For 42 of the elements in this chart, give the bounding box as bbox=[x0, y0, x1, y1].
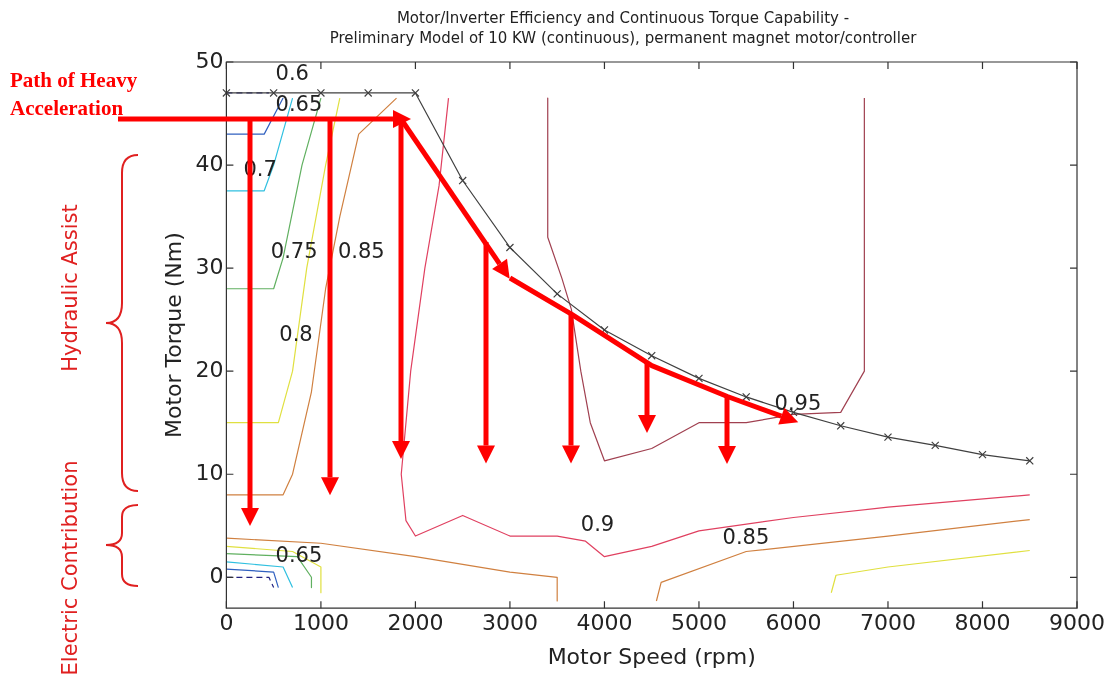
annotation: 0.85 bbox=[722, 524, 770, 549]
point bbox=[742, 392, 751, 402]
y-tick-label: 50 bbox=[195, 47, 224, 73]
x-tick-label: 3000 bbox=[481, 610, 538, 636]
y-axis-title: Motor Torque (Nm) bbox=[160, 232, 186, 439]
x-tick-label: 2000 bbox=[387, 610, 444, 636]
point bbox=[931, 441, 940, 450]
point bbox=[883, 432, 893, 442]
text: Electric Contribution bbox=[58, 460, 82, 675]
x-tick-label: 5000 bbox=[670, 610, 727, 636]
point bbox=[1025, 456, 1034, 465]
point bbox=[411, 88, 420, 98]
x-tick-label: 9000 bbox=[1049, 610, 1106, 636]
point bbox=[364, 88, 373, 98]
x-tick-label: 6000 bbox=[765, 610, 822, 636]
point bbox=[647, 351, 656, 360]
y-tick-label: 10 bbox=[195, 459, 224, 485]
point bbox=[222, 88, 231, 98]
annotation: 0.85 bbox=[337, 239, 385, 264]
text: Path of Heavy Acceleration bbox=[10, 68, 138, 120]
point bbox=[694, 374, 704, 383]
point bbox=[505, 243, 515, 252]
annotation: 0.95 bbox=[774, 390, 822, 415]
x-tick-label: 1000 bbox=[292, 610, 349, 636]
x-tick-label: 7000 bbox=[859, 610, 916, 636]
y-tick-label: 0 bbox=[209, 563, 224, 588]
text: Hydraulic Assist bbox=[58, 204, 82, 372]
point bbox=[978, 450, 987, 459]
y-tick-label: 20 bbox=[195, 356, 224, 382]
x-tick-label: 4000 bbox=[576, 610, 633, 636]
point bbox=[553, 289, 562, 299]
annotation: 0.9 bbox=[580, 512, 615, 537]
x-axis-title: Motor Speed (rpm) bbox=[547, 643, 756, 669]
chart-subtitle: Preliminary Model of 10 KW (continuous), permanent magnet motor/controller bbox=[329, 28, 918, 47]
chart-title: Motor/Inverter Efficiency and Continuous Torque Capability - bbox=[396, 8, 850, 27]
y-tick-label: 40 bbox=[195, 150, 224, 176]
point bbox=[836, 421, 845, 430]
x-tick-label: 8000 bbox=[954, 610, 1011, 636]
annotation: 0.6 bbox=[275, 60, 309, 85]
point bbox=[269, 88, 278, 98]
point bbox=[458, 176, 467, 185]
y-tick-label: 30 bbox=[195, 253, 224, 279]
